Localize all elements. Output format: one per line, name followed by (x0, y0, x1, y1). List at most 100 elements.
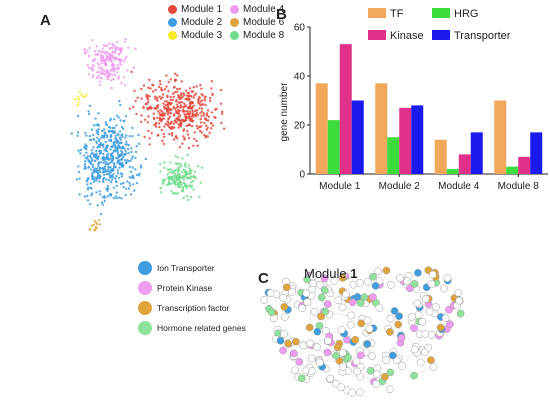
scatter-point (113, 130, 116, 133)
scatter-point (117, 161, 120, 164)
network-node (398, 362, 407, 370)
network-node (432, 303, 440, 311)
scatter-point (169, 127, 173, 130)
scatter-point (102, 145, 105, 148)
scatter-point (110, 86, 113, 90)
scatter-point (104, 157, 108, 160)
scatter-point (182, 105, 186, 109)
scatter-point (188, 87, 192, 90)
bar-tf (494, 100, 507, 174)
scatter-point (191, 114, 194, 118)
scatter-point (211, 124, 215, 127)
scatter-point (174, 175, 177, 178)
ion-transporter-swatch (138, 261, 152, 275)
legend-label: Module 4 (243, 4, 285, 15)
network-node (428, 270, 437, 279)
scatter-point (205, 112, 209, 115)
network-node (413, 299, 421, 308)
network-node (338, 348, 347, 357)
scatter-point (134, 156, 137, 160)
scatter-point (92, 138, 95, 141)
network-node (429, 363, 438, 371)
scatter-point (90, 224, 93, 227)
scatter-point (102, 177, 105, 181)
legend-item-ion-transporter: Ion Transporter (138, 258, 246, 278)
network-node (363, 316, 372, 325)
network-node (410, 324, 418, 333)
scatter-point (92, 59, 95, 62)
scatter-point (100, 77, 103, 80)
scatter-point (111, 144, 115, 148)
scatter-point (128, 165, 132, 168)
legend-item-protein-kinase: Protein Kinase (138, 278, 246, 298)
scatter-point (174, 180, 178, 183)
scatter-point (186, 130, 189, 133)
scatter-point (158, 117, 161, 120)
scatter-point (182, 196, 185, 200)
scatter-point (203, 99, 207, 102)
scatter-point (123, 57, 127, 60)
scatter-point (91, 159, 94, 162)
scatter-point (95, 179, 98, 182)
bar-transporter (411, 105, 424, 174)
scatter-point (107, 168, 110, 171)
chart-legend-item: Kinase (368, 30, 424, 42)
scatter-point (126, 159, 129, 162)
scatter-point (111, 157, 115, 160)
scatter-point (192, 144, 195, 147)
scatter-point (112, 44, 116, 48)
scatter-point (173, 78, 177, 81)
scatter-point (117, 77, 120, 80)
scatter-point (118, 196, 121, 199)
scatter-point (78, 177, 81, 180)
scatter-point (127, 151, 130, 155)
scatter-point (108, 52, 111, 55)
scatter-point (124, 193, 127, 197)
scatter-point (108, 193, 112, 196)
scatter-point (118, 166, 121, 169)
scatter-point (101, 134, 104, 137)
scatter-point (184, 105, 187, 108)
scatter-point (154, 88, 157, 92)
scatter-point (94, 176, 97, 180)
scatter-point (182, 182, 186, 185)
network-node (407, 312, 416, 321)
scatter-point (84, 166, 87, 170)
scatter-point (85, 134, 88, 137)
scatter-point (77, 165, 80, 168)
scatter-point (114, 195, 118, 198)
scatter-point (134, 168, 137, 171)
scatter-point (98, 167, 101, 171)
scatter-point (123, 84, 127, 87)
scatter-point (199, 84, 202, 87)
scatter-point (120, 63, 123, 66)
scatter-point (115, 71, 119, 74)
scatter-point (165, 100, 168, 103)
scatter-point (188, 118, 191, 121)
scatter-point (130, 157, 133, 160)
scatter-point (101, 69, 105, 72)
scatter-point (108, 161, 111, 165)
scatter-point (169, 112, 173, 115)
scatter-point (199, 100, 202, 103)
scatter-point (200, 115, 203, 118)
chart-y-axis-label: gene number (279, 82, 290, 142)
scatter-point (158, 79, 162, 83)
network-node (338, 274, 347, 282)
scatter-point (199, 118, 202, 121)
network-node (266, 289, 275, 298)
network-node (330, 277, 339, 285)
network-node (279, 294, 288, 302)
scatter-point (111, 176, 115, 179)
scatter-point (83, 195, 87, 198)
scatter-point (167, 179, 171, 183)
scatter-point (177, 126, 180, 129)
scatter-point (183, 113, 186, 116)
network-node (295, 358, 304, 366)
network-node (346, 320, 355, 329)
scatter-point (107, 173, 111, 176)
scatter-point (117, 141, 121, 145)
scatter-point (132, 183, 135, 186)
scatter-point (96, 174, 100, 178)
scatter-point (117, 176, 121, 179)
